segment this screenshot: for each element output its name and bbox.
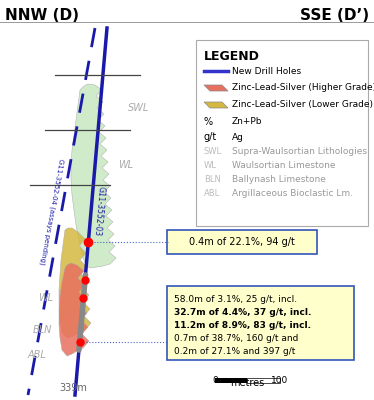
Text: SWL: SWL bbox=[204, 148, 222, 156]
Text: Argillaceous Bioclastic Lm.: Argillaceous Bioclastic Lm. bbox=[232, 190, 353, 198]
Text: 339m: 339m bbox=[59, 383, 87, 393]
Text: SWL: SWL bbox=[128, 103, 149, 113]
Text: Zinc-Lead-Silver (Lower Grade): Zinc-Lead-Silver (Lower Grade) bbox=[232, 100, 373, 110]
Bar bbox=[248, 378, 280, 383]
Text: Zinc-Lead-Silver (Higher Grade): Zinc-Lead-Silver (Higher Grade) bbox=[232, 84, 374, 92]
Text: 100: 100 bbox=[272, 376, 289, 385]
FancyBboxPatch shape bbox=[196, 40, 368, 226]
Polygon shape bbox=[204, 85, 228, 91]
Text: metres: metres bbox=[230, 378, 265, 388]
Text: WL: WL bbox=[204, 162, 217, 170]
Text: New Drill Holes: New Drill Holes bbox=[232, 66, 301, 76]
Text: WL: WL bbox=[38, 293, 53, 303]
Text: 58.0m of 3.1%, 25 g/t, incl.: 58.0m of 3.1%, 25 g/t, incl. bbox=[174, 295, 297, 304]
Text: 32.7m of 4.4%, 37 g/t, incl.: 32.7m of 4.4%, 37 g/t, incl. bbox=[174, 308, 312, 317]
Polygon shape bbox=[59, 263, 89, 356]
Text: BLN: BLN bbox=[33, 325, 52, 335]
Text: Waulsortian Limestone: Waulsortian Limestone bbox=[232, 162, 335, 170]
Text: ABL: ABL bbox=[28, 350, 47, 360]
Polygon shape bbox=[204, 102, 228, 108]
Text: %: % bbox=[204, 117, 213, 127]
Text: Supra-Waulsortian Lithologies: Supra-Waulsortian Lithologies bbox=[232, 148, 367, 156]
Text: G11-3552-04 (assays pending): G11-3552-04 (assays pending) bbox=[39, 158, 64, 265]
Text: BLN: BLN bbox=[204, 176, 221, 184]
Polygon shape bbox=[59, 228, 91, 338]
Text: G11-3552-03: G11-3552-03 bbox=[92, 186, 105, 237]
Text: 11.2m of 8.9%, 83 g/t, incl.: 11.2m of 8.9%, 83 g/t, incl. bbox=[174, 321, 311, 330]
Text: ABL: ABL bbox=[204, 190, 220, 198]
FancyBboxPatch shape bbox=[167, 286, 354, 360]
Text: Zn+Pb: Zn+Pb bbox=[232, 118, 263, 126]
Text: 0.4m of 22.1%, 94 g/t: 0.4m of 22.1%, 94 g/t bbox=[189, 237, 295, 247]
Polygon shape bbox=[71, 84, 116, 268]
Text: 0: 0 bbox=[212, 376, 218, 385]
Text: 0.2m of 27.1% and 397 g/t: 0.2m of 27.1% and 397 g/t bbox=[174, 347, 295, 356]
Text: Ag: Ag bbox=[232, 132, 244, 142]
Text: LEGEND: LEGEND bbox=[204, 50, 260, 63]
Bar bbox=[215, 378, 248, 383]
Text: g/t: g/t bbox=[204, 132, 217, 142]
Text: NNW (D): NNW (D) bbox=[5, 8, 79, 23]
Text: WL: WL bbox=[118, 160, 133, 170]
Text: Ballynash Limestone: Ballynash Limestone bbox=[232, 176, 326, 184]
FancyBboxPatch shape bbox=[167, 230, 317, 254]
Text: 0.7m of 38.7%, 160 g/t and: 0.7m of 38.7%, 160 g/t and bbox=[174, 334, 298, 343]
Text: SSE (D’): SSE (D’) bbox=[300, 8, 369, 23]
